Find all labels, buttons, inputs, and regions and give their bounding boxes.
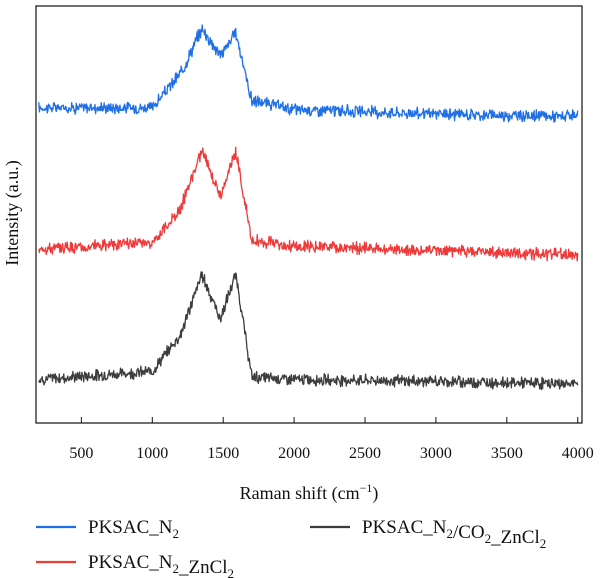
series-line-2 [38, 146, 579, 262]
x-tick-label: 2500 [349, 445, 381, 462]
series-line-3 [38, 271, 579, 391]
x-tick-label: 1500 [207, 445, 239, 462]
x-axis-title: Raman shift (cm−1) [240, 481, 379, 504]
x-axis-title-exponent: −1 [360, 481, 373, 495]
x-tick-label: 1000 [136, 445, 168, 462]
legend-label-2: PKSAC_N2_ZnCl2 [88, 552, 234, 578]
x-tick-label: 4000 [562, 445, 594, 462]
series-layer [38, 24, 579, 391]
x-axis-ticks: 500 1000 1500 2000 2500 3000 3500 4000 [69, 417, 594, 462]
x-tick-label: 500 [69, 445, 93, 462]
plot-frame [35, 5, 583, 424]
legend-label-3: PKSAC_N2/CO2_ZnCl2 [362, 517, 546, 551]
x-tick-label: 3500 [491, 445, 523, 462]
series-line-1 [38, 24, 579, 123]
x-tick-label: 3000 [420, 445, 452, 462]
x-axis-title-close: ) [372, 483, 378, 504]
x-axis-title-part: Raman shift (cm [240, 483, 360, 504]
legend-label-1: PKSAC_N2 [88, 517, 179, 541]
legend: PKSAC_N2 PKSAC_N2_ZnCl2 PKSAC_N2/CO2_ZnCl2 [36, 517, 546, 578]
x-tick-label: 2000 [278, 445, 310, 462]
y-axis-title: Intensity (a.u.) [2, 160, 23, 265]
